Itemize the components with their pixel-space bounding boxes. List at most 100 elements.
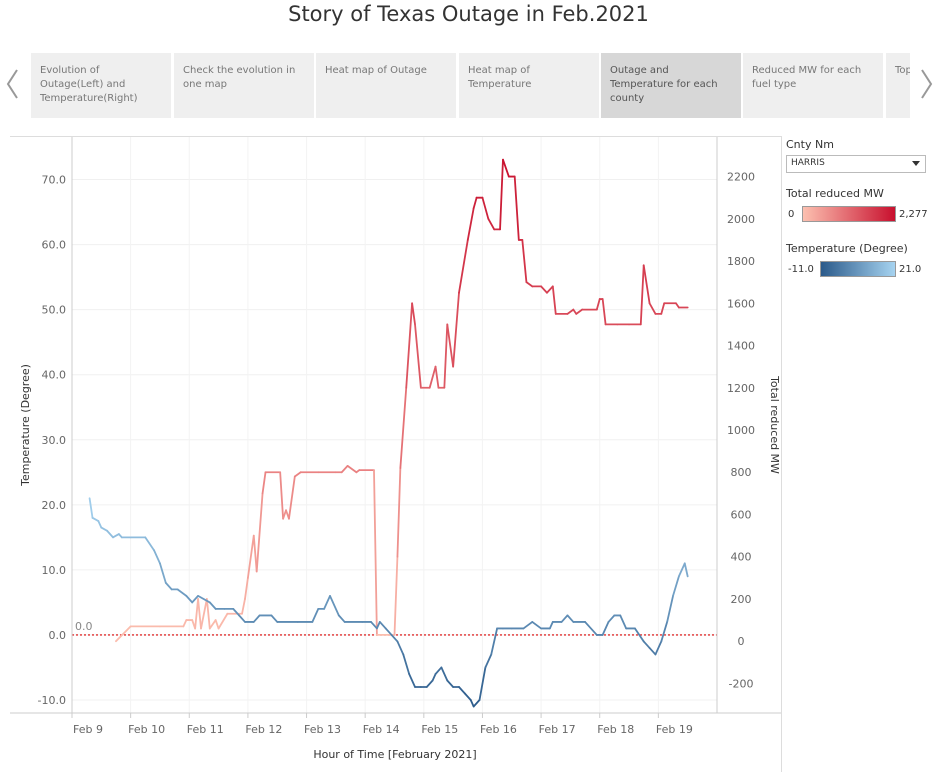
mw-line-segment: [434, 365, 440, 389]
temperature-line-segment: [660, 621, 669, 643]
y-left-tick-label: -10.0: [38, 694, 66, 707]
temperature-line-segment: [408, 673, 416, 688]
y-right-tick-label: 1200: [727, 382, 755, 395]
temperature-line-segment: [97, 520, 103, 529]
temperature-line-segment: [584, 621, 598, 636]
temperature-line-segment: [337, 614, 346, 623]
story-point-heatmap-temperature[interactable]: Heat map of Temperature: [459, 53, 599, 118]
x-axis-label: Hour of Time [February 2021]: [313, 748, 476, 761]
mw-line-segment: [282, 509, 287, 520]
y-axis-right-label: Total reduced MW: [768, 375, 781, 474]
temperature-line-segment: [683, 562, 689, 578]
mw-line-segment: [255, 492, 264, 573]
temperature-line-segment: [384, 627, 393, 636]
mw-line-segment: [601, 298, 607, 326]
story-point-fuel-type[interactable]: Reduced MW for each fuel type: [743, 53, 883, 118]
x-tick-label: Feb 13: [304, 723, 341, 736]
temperature-line-segment: [91, 516, 100, 522]
temperature-line-segment: [402, 653, 411, 675]
temperature-line-segment: [458, 686, 466, 695]
temperature-line-segment: [446, 679, 455, 688]
temperature-line-segment: [607, 614, 616, 623]
temperature-line-segment: [185, 594, 194, 604]
temperature-line-segment: [566, 614, 575, 623]
chart-frame: [10, 136, 782, 772]
reference-line-label: 0.0: [75, 620, 93, 633]
y-left-tick-label: 70.0: [42, 174, 67, 187]
x-tick-label: Feb 9: [73, 723, 103, 736]
temperature-line-segment: [548, 621, 554, 630]
mw-line-segment: [566, 308, 575, 315]
story-point-map[interactable]: Check the evolution in one map: [174, 53, 314, 118]
x-tick-label: Feb 17: [539, 723, 576, 736]
temperature-line-segment: [164, 581, 173, 591]
y-left-tick-label: 50.0: [42, 304, 67, 317]
temperature-line-segment: [560, 614, 569, 623]
temperature-line-segment: [153, 549, 161, 565]
x-tick-label: Feb 11: [187, 723, 224, 736]
x-tick-label: Feb 16: [480, 723, 517, 736]
mw-line-segment: [595, 298, 601, 311]
scroll-left-button[interactable]: [5, 66, 21, 102]
y-right-tick-label: 400: [731, 551, 752, 564]
temperature-line-segment: [654, 640, 663, 656]
story-point-heatmap-outage[interactable]: Heat map of Outage: [316, 53, 456, 118]
temperature-line-segment: [329, 594, 340, 617]
mw-legend-max: 2,277: [899, 208, 928, 220]
story-point-top[interactable]: Top ... at ...: [886, 53, 910, 118]
mw-line-segment: [252, 534, 258, 573]
temperature-line-segment: [666, 594, 674, 623]
temperature-line-segment: [159, 562, 167, 584]
temp-legend-max: 21.0: [899, 263, 922, 275]
mw-line-segment: [521, 239, 528, 284]
temperature-line-segment: [478, 666, 487, 701]
y-left-tick-label: 60.0: [42, 239, 67, 252]
scroll-right-button[interactable]: [918, 66, 934, 102]
mw-line-segment: [499, 158, 504, 231]
y-right-tick-label: 1000: [727, 424, 755, 437]
temperature-line-segment: [311, 608, 320, 623]
mw-line-segment: [502, 158, 510, 178]
temperature-line-segment: [208, 601, 217, 610]
mw-line-segment: [194, 598, 199, 630]
temperature-line-segment: [100, 526, 109, 532]
temperature-line-segment: [484, 653, 493, 669]
mw-line-segment: [660, 302, 666, 315]
temperature-line-segment: [531, 621, 542, 630]
temperature-line-segment: [106, 529, 114, 539]
mw-line-segment: [446, 323, 455, 368]
y-left-tick-label: 10.0: [42, 564, 67, 577]
mw-line-segment: [247, 534, 255, 579]
y-right-tick-label: 0: [738, 635, 745, 648]
mw-line-segment: [639, 264, 645, 326]
x-tick-label: Feb 19: [656, 723, 693, 736]
mw-line-segment: [244, 576, 249, 600]
mw-line-segment: [346, 465, 358, 474]
y-right-tick-label: -200: [729, 677, 754, 690]
mw-color-legend: 0 2,277: [786, 204, 936, 224]
temperature-line-segment: [619, 614, 628, 630]
temperature-line-segment: [88, 497, 94, 519]
x-tick-label: Feb 15: [421, 723, 458, 736]
mw-line-segment: [293, 471, 302, 478]
temperature-line-segment: [440, 666, 449, 682]
mw-line-segment: [411, 302, 416, 326]
mw-line-segment: [428, 365, 437, 389]
x-tick-label: Feb 12: [245, 723, 282, 736]
temp-legend-min: -11.0: [788, 263, 814, 275]
temperature-line-segment: [390, 634, 399, 643]
temperature-line-segment: [232, 608, 241, 617]
y-left-tick-label: 40.0: [42, 369, 67, 382]
county-dropdown[interactable]: HARRIS: [786, 155, 926, 173]
temperature-line-segment: [425, 679, 434, 688]
y-left-tick-label: 20.0: [42, 499, 67, 512]
mw-line-segment: [513, 175, 520, 241]
story-point-evolution[interactable]: Evolution of Outage(Left) and Temperatur…: [31, 53, 171, 118]
temp-color-ramp: [820, 261, 896, 277]
story-point-county[interactable]: Outage and Temperature for each county: [601, 53, 741, 118]
county-dropdown-value: HARRIS: [791, 158, 825, 168]
temperature-line-segment: [252, 614, 261, 623]
chevron-right-icon: [921, 69, 933, 99]
mw-line-segment: [340, 465, 349, 474]
temp-color-legend: -11.0 21.0: [786, 259, 936, 279]
